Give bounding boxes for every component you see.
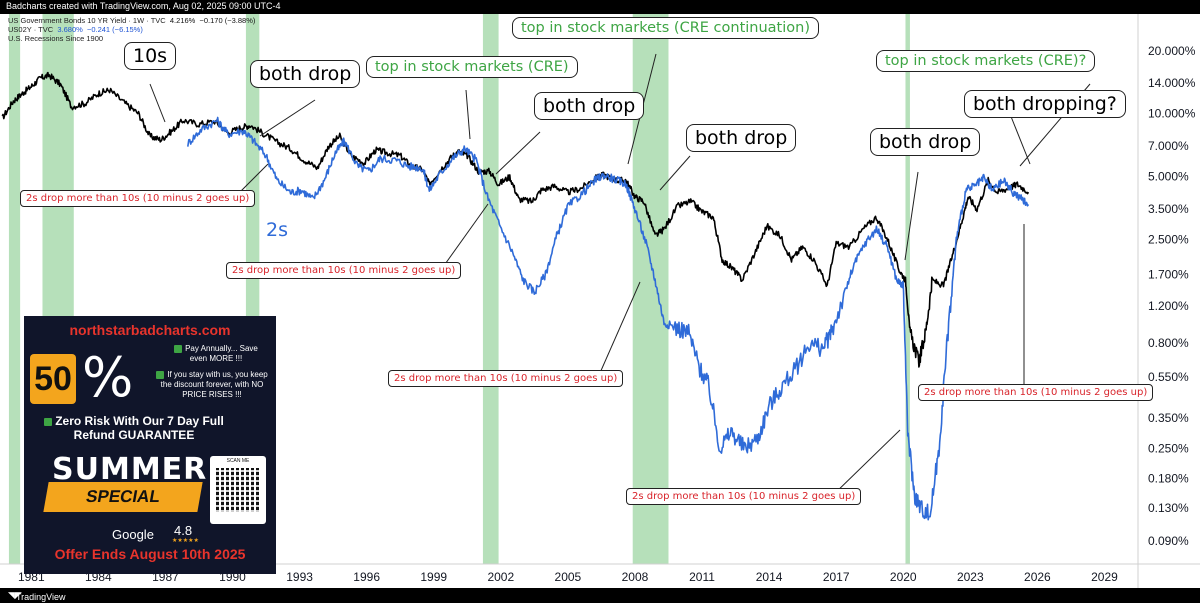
promo-banner[interactable]: northstarbadcharts.com 50 % Pay Annually… bbox=[24, 316, 276, 574]
annotation-steepen-1991: 2s drop more than 10s (10 minus 2 goes u… bbox=[20, 190, 256, 207]
annotation-steepen-2025: 2s drop more than 10s (10 minus 2 goes u… bbox=[918, 384, 1154, 401]
legend-10y-value: 4.216% bbox=[169, 16, 196, 25]
top-bar: Badcharts created with TradingView.com, … bbox=[0, 0, 1200, 14]
annotation-top-cre-continuation: top in stock markets (CRE continuation) bbox=[512, 17, 819, 39]
promo-special: SPECIAL bbox=[43, 482, 203, 512]
x-tick-label: 1996 bbox=[353, 570, 380, 584]
promo-discount-number: 50 bbox=[30, 354, 76, 404]
x-tick-label: 1999 bbox=[420, 570, 447, 584]
bottom-bar: ◥◤ TradingView bbox=[0, 588, 1200, 603]
annotation-pointer bbox=[829, 429, 901, 499]
annotation-both-drop-2019: both drop bbox=[870, 128, 981, 156]
x-tick-label: 2029 bbox=[1091, 570, 1118, 584]
x-tick-label: 2011 bbox=[689, 570, 715, 584]
annotation-both-dropping: both dropping? bbox=[964, 90, 1126, 118]
y-tick-label: 1.200% bbox=[1148, 299, 1189, 313]
annotation-pointer bbox=[149, 83, 166, 123]
y-tick-label: 0.550% bbox=[1148, 370, 1189, 384]
promo-stars-icon: ★★★★★ bbox=[172, 538, 199, 544]
x-tick-label: 2005 bbox=[555, 570, 582, 584]
qr-scan-label: SCAN ME bbox=[226, 458, 250, 464]
legend-2y-name: US02Y · TVC bbox=[8, 25, 54, 34]
promo-perk-1: Pay Annually... Save even MORE !!! bbox=[166, 344, 266, 364]
legend-2y-change: −0.241 (−6.15%) bbox=[86, 25, 143, 34]
promo-perk-2-text: If you stay with us, you keep the discou… bbox=[160, 370, 268, 399]
series-2y-line bbox=[187, 116, 1030, 521]
legend-2y-value: 3.680% bbox=[57, 25, 83, 34]
header-text: Badcharts created with TradingView.com, … bbox=[6, 1, 281, 11]
y-tick-label: 10.000% bbox=[1148, 107, 1196, 121]
promo-discount-symbol: % bbox=[82, 346, 134, 409]
annotation-pointer bbox=[1009, 113, 1031, 165]
promo-offer-end: Offer Ends August 10th 2025 bbox=[54, 546, 246, 562]
x-tick-label: 2008 bbox=[622, 570, 649, 584]
check-icon bbox=[44, 417, 53, 426]
annotation-steepen-2001: 2s drop more than 10s (10 minus 2 goes u… bbox=[226, 262, 462, 279]
annotation-pointer bbox=[595, 281, 641, 383]
x-tick-label: 2014 bbox=[756, 570, 783, 584]
x-tick-label: 2023 bbox=[957, 570, 984, 584]
check-icon bbox=[156, 370, 165, 379]
series-10y-line bbox=[1, 71, 1030, 368]
legend-10y-name: US Government Bonds 10 YR Yield · 1W · T… bbox=[8, 16, 166, 25]
annotation-steepen-2008: 2s drop more than 10s (10 minus 2 goes u… bbox=[388, 370, 624, 387]
y-tick-label: 3.500% bbox=[1148, 202, 1189, 216]
promo-url[interactable]: northstarbadcharts.com bbox=[69, 322, 231, 338]
x-tick-label: 2017 bbox=[823, 570, 850, 584]
recession-band bbox=[905, 14, 910, 564]
legend-recessions[interactable]: U.S. Recessions Since 1900 bbox=[8, 34, 103, 43]
y-tick-label: 0.180% bbox=[1148, 471, 1189, 485]
promo-guarantee-text: Zero Risk With Our 7 Day Full Refund GUA… bbox=[55, 414, 224, 442]
annotation-10s: 10s bbox=[124, 42, 177, 70]
y-tick-label: 7.000% bbox=[1148, 139, 1189, 153]
annotation-both-drop-2001: both drop bbox=[534, 92, 645, 120]
annotation-pointer bbox=[904, 171, 919, 261]
annotation-steepen-2020: 2s drop more than 10s (10 minus 2 goes u… bbox=[626, 488, 862, 505]
check-icon bbox=[174, 344, 183, 353]
annotation-both-drop-1990: both drop bbox=[250, 60, 361, 88]
legend-10y-change: −0.170 (−3.88%) bbox=[199, 16, 256, 25]
y-tick-label: 0.090% bbox=[1148, 534, 1189, 548]
legend-recessions-name: U.S. Recessions Since 1900 bbox=[8, 34, 104, 43]
promo-guarantee: Zero Risk With Our 7 Day Full Refund GUA… bbox=[34, 414, 234, 442]
y-tick-label: 20.000% bbox=[1148, 44, 1196, 58]
y-tick-label: 1.700% bbox=[1148, 268, 1189, 282]
legend-2y[interactable]: US02Y · TVC 3.680% −0.241 (−6.15%) bbox=[8, 25, 143, 34]
promo-summer: SUMMER bbox=[52, 452, 208, 487]
annotation-pointer bbox=[259, 99, 316, 137]
qr-code-overlay bbox=[216, 468, 260, 512]
qr-code[interactable]: SCAN ME bbox=[210, 456, 266, 524]
y-tick-label: 5.000% bbox=[1148, 170, 1189, 184]
y-tick-label: 0.250% bbox=[1148, 441, 1189, 455]
tradingview-logo-icon: ◥◤ TradingView bbox=[8, 590, 66, 602]
chart-area[interactable]: 20.000% 14.000% 10.000% 7.000% 5.000% 3.500% 2… bbox=[0, 14, 1200, 588]
promo-rating: 4.8 bbox=[174, 523, 193, 538]
annotation-top-cre-2000: top in stock markets (CRE) bbox=[366, 56, 578, 78]
y-tick-label: 14.000% bbox=[1148, 76, 1196, 90]
promo-perk-1-text: Pay Annually... Save even MORE !!! bbox=[185, 344, 258, 363]
promo-perk-2: If you stay with us, you keep the discou… bbox=[154, 370, 270, 400]
y-tick-label: 0.800% bbox=[1148, 336, 1189, 350]
y-tick-label: 0.350% bbox=[1148, 411, 1189, 425]
y-tick-label: 0.130% bbox=[1148, 501, 1189, 515]
promo-google: Google bbox=[112, 527, 154, 542]
x-tick-label: 1993 bbox=[286, 570, 313, 584]
recession-band bbox=[482, 14, 499, 564]
footer-brand: TradingView bbox=[16, 592, 66, 602]
y-tick-label: 2.500% bbox=[1148, 233, 1189, 247]
annotation-pointer bbox=[495, 131, 541, 175]
legend-10y[interactable]: US Government Bonds 10 YR Yield · 1W · T… bbox=[8, 16, 255, 25]
annotation-pointer bbox=[465, 89, 471, 140]
x-tick-label: 2026 bbox=[1024, 570, 1051, 584]
annotation-pointer bbox=[659, 155, 691, 191]
recession-band bbox=[8, 14, 21, 564]
annotation-top-cre-2025: top in stock markets (CRE)? bbox=[876, 50, 1096, 72]
annotation-both-drop-2008: both drop bbox=[686, 124, 797, 152]
annotation-2s: 2s bbox=[266, 219, 288, 241]
x-tick-label: 2020 bbox=[890, 570, 917, 584]
x-tick-label: 2002 bbox=[487, 570, 514, 584]
